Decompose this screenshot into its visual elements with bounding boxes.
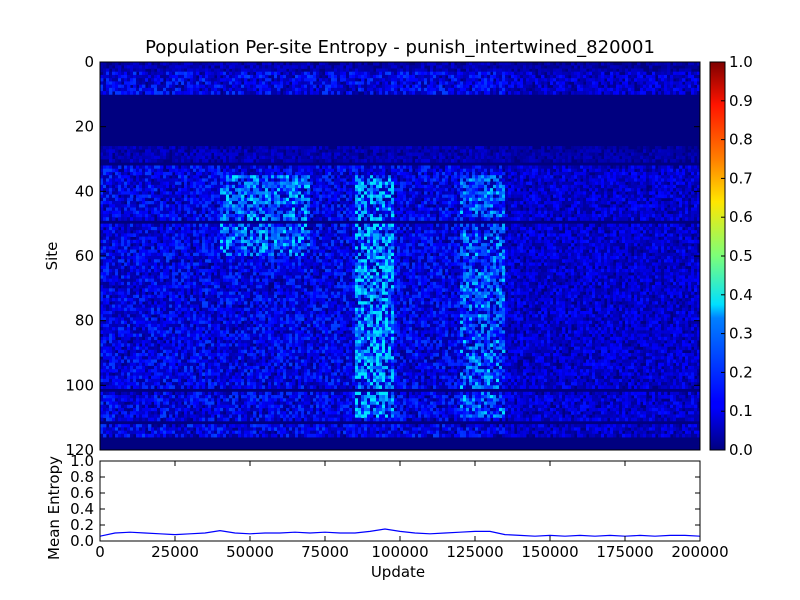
- heatmap-y-tick-label: 40: [75, 182, 94, 200]
- heatmap-y-tick-label: 120: [65, 441, 94, 459]
- line-plot-frame: [99, 460, 701, 542]
- line-x-tick-label: 100000: [371, 543, 428, 561]
- line-x-tick-label: 125000: [446, 543, 503, 561]
- colorbar-tick-label: 0.8: [729, 131, 753, 149]
- line-x-tick-label: 200000: [671, 543, 728, 561]
- heatmap-y-tick-label: 60: [75, 247, 94, 265]
- line-y-tick-label: 0.4: [70, 500, 94, 518]
- heatmap-y-ticks: 0 20 40 60 80 100 120: [65, 53, 700, 459]
- line-x-tick-label: 25000: [151, 543, 199, 561]
- colorbar-tick-label: 1.0: [729, 53, 753, 71]
- line-y-tick-label: 0.2: [70, 516, 94, 534]
- colorbar-tick-label: 0.1: [729, 402, 753, 420]
- heatmap-y-tick-label: 100: [65, 376, 94, 394]
- colorbar-tick-label: 0.0: [729, 441, 753, 459]
- mean-entropy-line: [99, 528, 701, 537]
- heatmap-cells: [100, 62, 700, 450]
- chart-title: Population Per-site Entropy - punish_int…: [145, 37, 655, 58]
- heatmap-y-tick-label: 80: [75, 312, 94, 330]
- colorbar-tick-label: 0.7: [729, 169, 753, 187]
- line-x-tick-label: 175000: [596, 543, 653, 561]
- line-x-tick-label: 50000: [226, 543, 274, 561]
- line-y-tick-label: 0.6: [70, 484, 94, 502]
- heatmap-y-label: Site: [43, 242, 61, 271]
- colorbar-tick-label: 0.2: [729, 363, 753, 381]
- colorbar-tick-label: 0.5: [729, 247, 753, 265]
- line-y-tick-label: 0.8: [70, 468, 94, 486]
- line-y-label: Mean Entropy: [45, 456, 63, 560]
- colorbar-tick-label: 0.6: [729, 208, 753, 226]
- line-y-ticks: 0.00.20.40.60.81.0: [70, 452, 700, 550]
- line-y-tick-label: 1.0: [70, 452, 94, 470]
- heatmap-y-tick-label: 0: [84, 53, 94, 71]
- colorbar-tick-label: 0.4: [729, 286, 753, 304]
- line-x-tick-label: 75000: [301, 543, 349, 561]
- line-x-ticks: 0 25000 50000 75000 100000 125000 150000 175000…: [95, 461, 729, 561]
- colorbar-ticks: 0.0 0.1 0.2 0.3 0.4 0.5 0.6 0.7 0.8 0.9 1.0: [721, 53, 753, 459]
- heatmap-y-tick-label: 20: [75, 118, 94, 136]
- line-x-tick-label: 150000: [521, 543, 578, 561]
- line-y-tick-label: 0.0: [70, 532, 94, 550]
- colorbar-tick-label: 0.3: [729, 325, 753, 343]
- line-x-tick-label: 0: [95, 543, 105, 561]
- line-x-label: Update: [371, 563, 425, 581]
- colorbar-tick-label: 0.9: [729, 92, 753, 110]
